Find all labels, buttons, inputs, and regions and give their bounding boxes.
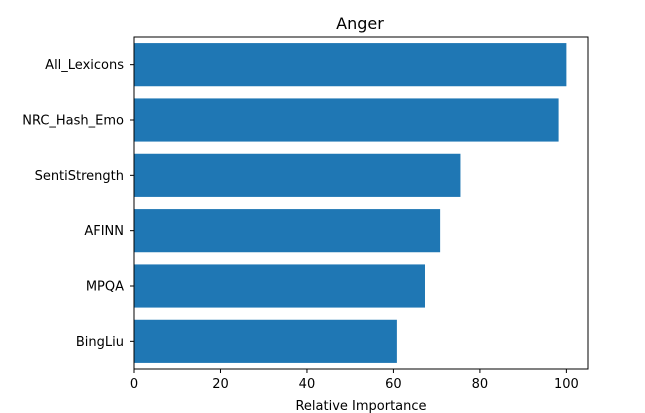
y-tick-label: All_Lexicons: [45, 58, 124, 73]
bar-afinn: [134, 209, 441, 253]
x-tick-label: 40: [299, 377, 316, 392]
bar-all-lexicons: [134, 43, 567, 87]
bar-mpqa: [134, 264, 425, 308]
x-axis-label: Relative Importance: [295, 399, 426, 413]
x-tick-label: 20: [212, 377, 229, 392]
bars-group: [134, 43, 567, 363]
x-tick-label: 100: [554, 377, 579, 392]
x-tick-label: 80: [472, 377, 489, 392]
bar-bingliu: [134, 319, 397, 363]
x-tick-label: 60: [385, 377, 402, 392]
plot-frame: [133, 36, 589, 370]
x-axis-ticks: 0 20 40 60 80 100: [130, 369, 579, 392]
bar-nrc-hash-emo: [134, 98, 559, 142]
y-tick-label: SentiStrength: [35, 169, 124, 184]
bar-sentistrength: [134, 153, 461, 197]
y-axis-ticks: All_Lexicons NRC_Hash_Emo SentiStrength AFI…: [22, 58, 134, 350]
y-tick-label: NRC_Hash_Emo: [22, 114, 124, 129]
x-tick-label: 0: [130, 377, 138, 392]
y-tick-label: AFINN: [84, 224, 124, 239]
y-tick-label: MPQA: [86, 280, 124, 295]
y-tick-label: BingLiu: [76, 335, 124, 350]
chart-title: Anger: [336, 14, 384, 33]
